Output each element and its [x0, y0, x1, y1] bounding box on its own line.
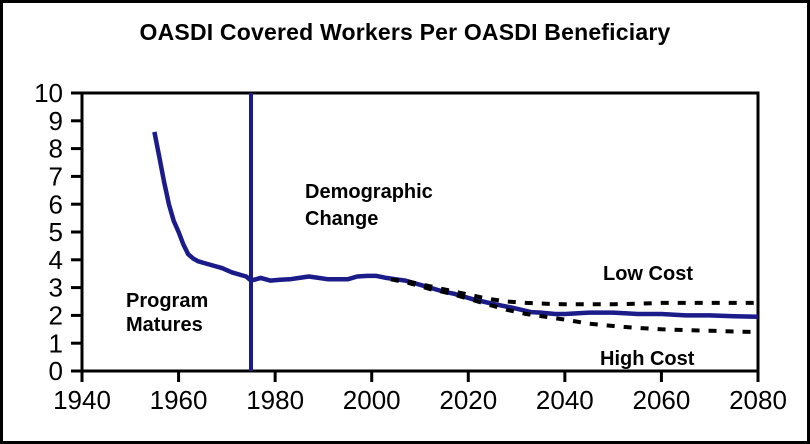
x-tick-label: 1980 — [246, 385, 304, 415]
annotation-demographic-change: Demographic Change — [305, 181, 433, 230]
x-tick-label: 1960 — [150, 385, 208, 415]
series-line-low-cost — [390, 277, 758, 307]
y-tick-label: 9 — [49, 106, 63, 136]
annotation-high-cost: High Cost — [600, 348, 695, 370]
y-tick-label: 6 — [49, 189, 63, 219]
y-tick-label: 10 — [34, 78, 63, 108]
y-tick-label: 8 — [49, 134, 63, 164]
y-tick-label: 3 — [49, 273, 63, 303]
annotation-low-cost: Low Cost — [603, 263, 693, 285]
x-tick-label: 2000 — [343, 385, 401, 415]
y-tick-label: 7 — [49, 162, 63, 192]
chart-title: OASDI Covered Workers Per OASDI Benefici… — [139, 19, 671, 45]
series-line-intermediate — [152, 131, 759, 320]
y-tick-label: 2 — [49, 301, 63, 331]
x-tick-label: 2040 — [536, 385, 594, 415]
annotation-program-matures: Program Matures — [126, 290, 209, 336]
x-tick-label: 2080 — [729, 385, 787, 415]
y-tick-label: 4 — [49, 245, 63, 275]
series-line-high-cost — [390, 277, 759, 335]
y-tick-label: 0 — [49, 356, 63, 386]
x-tick-label: 1940 — [53, 385, 111, 415]
y-tick-label: 5 — [49, 217, 63, 247]
y-tick-label: 1 — [49, 328, 63, 358]
x-tick-label: 2020 — [439, 385, 497, 415]
x-tick-label: 2060 — [633, 385, 691, 415]
